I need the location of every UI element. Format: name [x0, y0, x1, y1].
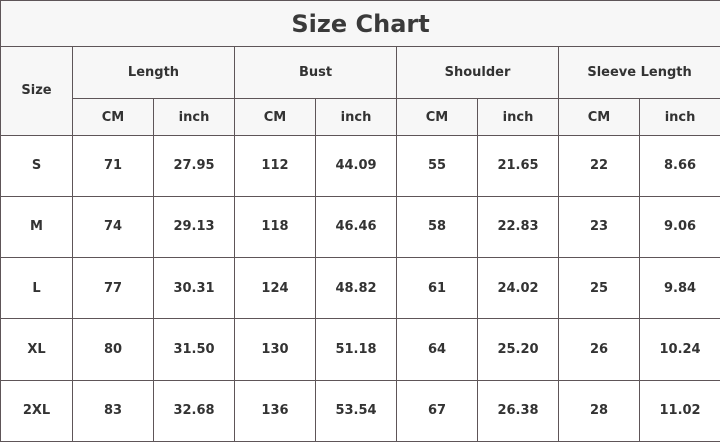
unit-header: CM	[396, 98, 478, 136]
value-cell: 53.54	[315, 379, 397, 442]
size-cell: S	[0, 134, 73, 197]
value-cell: 26	[558, 318, 640, 381]
unit-header: inch	[477, 98, 559, 136]
value-cell: 31.50	[153, 318, 235, 381]
value-cell: 71	[72, 134, 154, 197]
unit-header: CM	[72, 98, 154, 136]
unit-header: inch	[638, 98, 720, 136]
value-cell: 8.66	[638, 134, 720, 197]
unit-header: CM	[558, 98, 640, 136]
unit-header: inch	[315, 98, 397, 136]
unit-header: inch	[153, 98, 235, 136]
table-row: S 71 27.95 112 44.09 55 21.65 22 8.66	[0, 134, 720, 197]
value-cell: 25.20	[477, 318, 559, 381]
value-cell: 21.65	[477, 134, 559, 197]
table-row: L 77 30.31 124 48.82 61 24.02 25 9.84	[0, 257, 720, 320]
value-cell: 136	[234, 379, 316, 442]
size-cell: L	[0, 257, 73, 320]
value-cell: 29.13	[153, 195, 235, 259]
value-cell: 26.38	[477, 379, 559, 442]
value-cell: 9.84	[638, 257, 720, 320]
value-cell: 22.83	[477, 195, 559, 259]
table-row: M 74 29.13 118 46.46 58 22.83 23 9.06	[0, 195, 720, 259]
value-cell: 58	[396, 195, 478, 259]
value-cell: 30.31	[153, 257, 235, 320]
table-row: 2XL 83 32.68 136 53.54 67 26.38 28 11.02	[0, 379, 720, 442]
value-cell: 10.24	[638, 318, 720, 381]
table-row: XL 80 31.50 130 51.18 64 25.20 26 10.24	[0, 318, 720, 381]
value-cell: 124	[234, 257, 316, 320]
value-cell: 118	[234, 195, 316, 259]
value-cell: 44.09	[315, 134, 397, 197]
value-cell: 67	[396, 379, 478, 442]
value-cell: 25	[558, 257, 640, 320]
value-cell: 80	[72, 318, 154, 381]
value-cell: 11.02	[638, 379, 720, 442]
value-cell: 112	[234, 134, 316, 197]
value-cell: 77	[72, 257, 154, 320]
value-cell: 22	[558, 134, 640, 197]
size-column-header: Size	[0, 46, 73, 136]
chart-title: Size Chart	[0, 0, 720, 48]
value-cell: 9.06	[638, 195, 720, 259]
group-header: Length	[72, 46, 235, 100]
group-header: Bust	[234, 46, 397, 100]
value-cell: 23	[558, 195, 640, 259]
value-cell: 32.68	[153, 379, 235, 442]
unit-header: CM	[234, 98, 316, 136]
group-header: Sleeve Length	[557, 46, 720, 100]
value-cell: 55	[396, 134, 478, 197]
value-cell: 64	[396, 318, 478, 381]
value-cell: 61	[396, 257, 478, 320]
size-cell: XL	[0, 318, 73, 381]
value-cell: 51.18	[315, 318, 397, 381]
value-cell: 130	[234, 318, 316, 381]
value-cell: 74	[72, 195, 154, 259]
size-cell: M	[0, 195, 73, 259]
group-header: Shoulder	[396, 46, 559, 100]
value-cell: 48.82	[315, 257, 397, 320]
value-cell: 28	[558, 379, 640, 442]
value-cell: 83	[72, 379, 154, 442]
value-cell: 24.02	[477, 257, 559, 320]
value-cell: 27.95	[153, 134, 235, 197]
size-cell: 2XL	[0, 379, 73, 442]
value-cell: 46.46	[315, 195, 397, 259]
